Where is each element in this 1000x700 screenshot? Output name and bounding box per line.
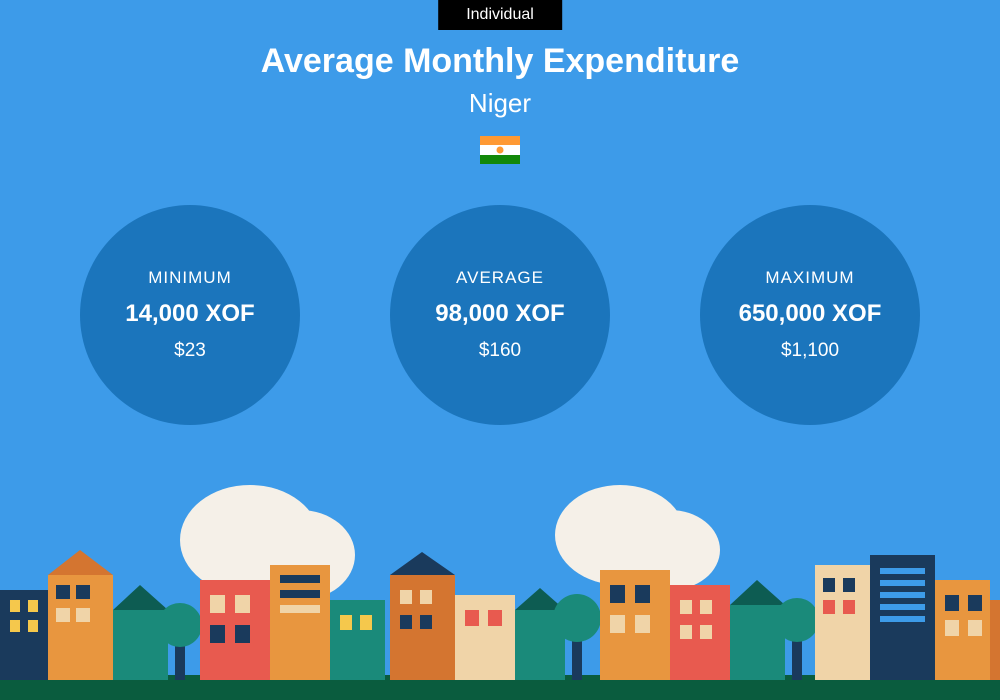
flag-stripe-bottom xyxy=(480,155,520,164)
stat-value: 98,000 XOF xyxy=(435,300,564,328)
stat-circle-average: AVERAGE 98,000 XOF $160 xyxy=(390,205,610,425)
stat-value: 650,000 XOF xyxy=(739,300,882,328)
flag-circle xyxy=(497,146,504,153)
stat-usd: $160 xyxy=(479,340,521,362)
stat-label: MAXIMUM xyxy=(765,268,854,288)
stat-value: 14,000 XOF xyxy=(125,300,254,328)
stat-circles-container: MINIMUM 14,000 XOF $23 AVERAGE 98,000 XO… xyxy=(0,205,1000,425)
country-subtitle: Niger xyxy=(0,88,1000,119)
category-tab: Individual xyxy=(438,0,562,30)
stat-circle-minimum: MINIMUM 14,000 XOF $23 xyxy=(80,205,300,425)
stat-label: MINIMUM xyxy=(148,268,231,288)
stat-label: AVERAGE xyxy=(456,268,544,288)
flag-stripe-top xyxy=(480,136,520,145)
main-title: Average Monthly Expenditure xyxy=(0,42,1000,81)
stat-circle-maximum: MAXIMUM 650,000 XOF $1,100 xyxy=(700,205,920,425)
cityscape-illustration xyxy=(0,480,1000,700)
tab-label: Individual xyxy=(466,6,534,23)
stat-usd: $1,100 xyxy=(781,340,839,362)
country-flag-icon xyxy=(480,136,520,164)
flag-stripe-middle xyxy=(480,145,520,154)
stat-usd: $23 xyxy=(174,340,206,362)
infographic-container: Individual Average Monthly Expenditure N… xyxy=(0,0,1000,700)
